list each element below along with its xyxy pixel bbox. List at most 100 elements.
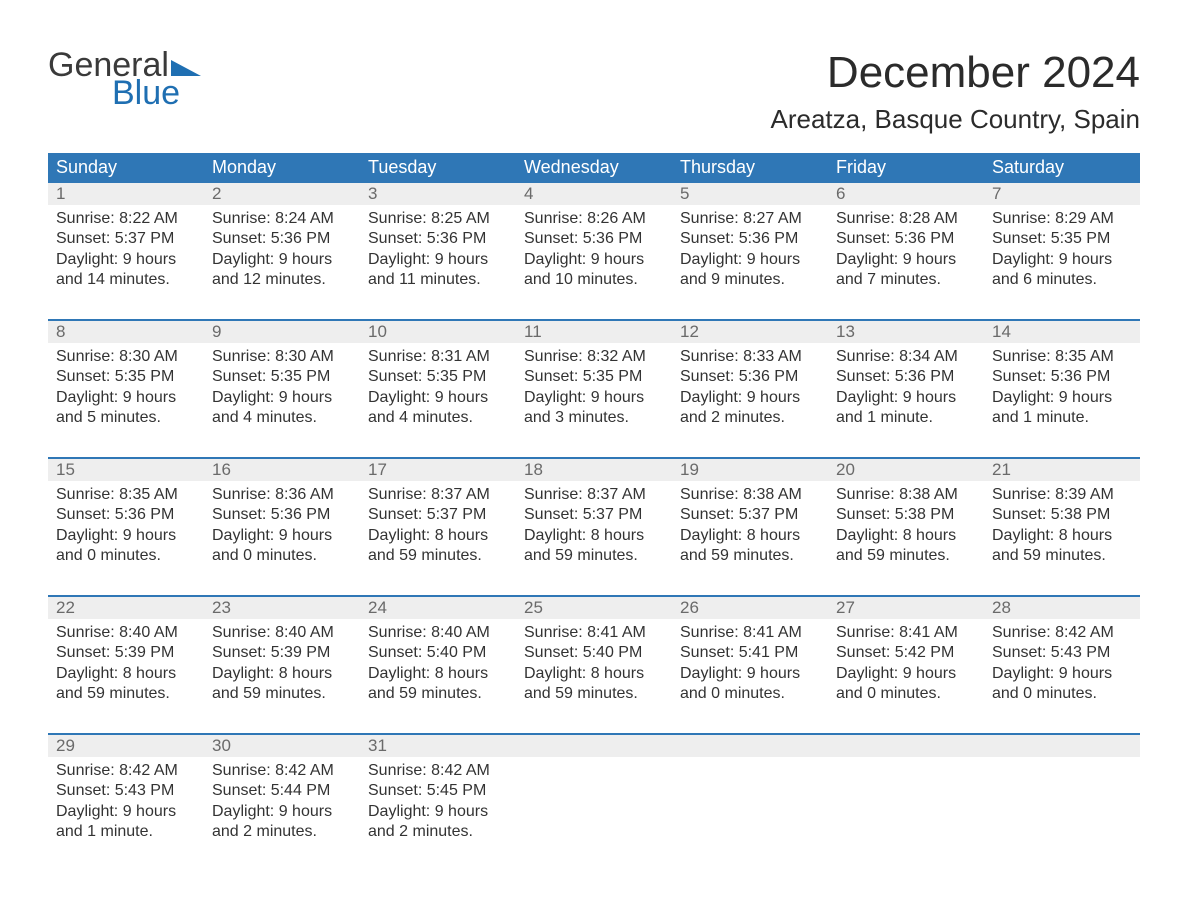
- sunset-line: Sunset: 5:42 PM: [836, 643, 976, 663]
- calendar-day: 17Sunrise: 8:37 AMSunset: 5:37 PMDayligh…: [360, 459, 516, 579]
- day-number-row: 25: [516, 597, 672, 619]
- daylight-line: Daylight: 8 hours and 59 minutes.: [368, 664, 508, 705]
- day-number-row: 5: [672, 183, 828, 205]
- day-number: 14: [984, 322, 1011, 342]
- daylight-line: Daylight: 8 hours and 59 minutes.: [524, 526, 664, 567]
- day-number: 9: [204, 322, 221, 342]
- day-body: Sunrise: 8:36 AMSunset: 5:36 PMDaylight:…: [204, 481, 360, 573]
- daylight-line: Daylight: 9 hours and 0 minutes.: [680, 664, 820, 705]
- calendar-day: 21 Sunrise: 8:39 AMSunset: 5:38 PMDayligh…: [984, 459, 1140, 579]
- calendar-week: 15Sunrise: 8:35 AMSunset: 5:36 PMDayligh…: [48, 457, 1140, 579]
- sunset-line: Sunset: 5:38 PM: [836, 505, 976, 525]
- day-body: Sunrise: 8:30 AMSunset: 5:35 PMDaylight:…: [204, 343, 360, 435]
- sunrise-line: Sunrise: 8:38 AM: [680, 485, 820, 505]
- daylight-line: Daylight: 9 hours and 0 minutes.: [836, 664, 976, 705]
- sunrise-line: Sunrise: 8:35 AM: [56, 485, 196, 505]
- day-number-row: [516, 735, 672, 757]
- day-number: 8: [48, 322, 65, 342]
- sunset-line: Sunset: 5:43 PM: [56, 781, 196, 801]
- weekday-header: Sunday: [48, 153, 204, 183]
- sunrise-line: Sunrise: 8:41 AM: [836, 623, 976, 643]
- daylight-line: Daylight: 8 hours and 59 minutes.: [992, 526, 1132, 567]
- day-body: Sunrise: 8:41 AMSunset: 5:40 PMDaylight:…: [516, 619, 672, 711]
- daylight-line: Daylight: 9 hours and 11 minutes.: [368, 250, 508, 291]
- day-number: 18: [516, 460, 543, 480]
- calendar-week: 29Sunrise: 8:42 AMSunset: 5:43 PMDayligh…: [48, 733, 1140, 855]
- daylight-line: Daylight: 9 hours and 7 minutes.: [836, 250, 976, 291]
- weekday-header: Thursday: [672, 153, 828, 183]
- calendar-day: 6Sunrise: 8:28 AMSunset: 5:36 PMDaylight…: [828, 183, 984, 303]
- weekday-header: Wednesday: [516, 153, 672, 183]
- day-number-row: 4: [516, 183, 672, 205]
- sunrise-line: Sunrise: 8:42 AM: [992, 623, 1132, 643]
- daylight-line: Daylight: 8 hours and 59 minutes.: [836, 526, 976, 567]
- day-number-row: 29: [48, 735, 204, 757]
- sunrise-line: Sunrise: 8:29 AM: [992, 209, 1132, 229]
- sunset-line: Sunset: 5:45 PM: [368, 781, 508, 801]
- day-number: 2: [204, 184, 221, 204]
- daylight-line: Daylight: 9 hours and 2 minutes.: [368, 802, 508, 843]
- day-number: 13: [828, 322, 855, 342]
- weekday-header: Saturday: [984, 153, 1140, 183]
- day-number-row: 26: [672, 597, 828, 619]
- day-number-row: 18: [516, 459, 672, 481]
- sunrise-line: Sunrise: 8:39 AM: [992, 485, 1132, 505]
- day-number-row: 13: [828, 321, 984, 343]
- day-number-row: 23: [204, 597, 360, 619]
- location-text: Areatza, Basque Country, Spain: [770, 104, 1140, 135]
- day-body: [516, 757, 672, 847]
- sunrise-line: Sunrise: 8:40 AM: [56, 623, 196, 643]
- day-number: 17: [360, 460, 387, 480]
- calendar-day: 23Sunrise: 8:40 AMSunset: 5:39 PMDayligh…: [204, 597, 360, 717]
- daylight-line: Daylight: 9 hours and 1 minute.: [836, 388, 976, 429]
- calendar-week: 1Sunrise: 8:22 AMSunset: 5:37 PMDaylight…: [48, 183, 1140, 303]
- day-body: Sunrise: 8:40 AMSunset: 5:39 PMDaylight:…: [48, 619, 204, 711]
- day-number: 11: [516, 322, 542, 342]
- sunset-line: Sunset: 5:36 PM: [836, 367, 976, 387]
- sunset-line: Sunset: 5:38 PM: [992, 505, 1132, 525]
- sunrise-line: Sunrise: 8:22 AM: [56, 209, 196, 229]
- daylight-line: Daylight: 9 hours and 1 minute.: [992, 388, 1132, 429]
- day-number-row: 1: [48, 183, 204, 205]
- calendar-day: 16Sunrise: 8:36 AMSunset: 5:36 PMDayligh…: [204, 459, 360, 579]
- day-number-row: 16: [204, 459, 360, 481]
- day-number: 29: [48, 736, 75, 756]
- sunset-line: Sunset: 5:35 PM: [368, 367, 508, 387]
- day-body: Sunrise: 8:32 AMSunset: 5:35 PMDaylight:…: [516, 343, 672, 435]
- day-number-row: 27: [828, 597, 984, 619]
- daylight-line: Daylight: 9 hours and 0 minutes.: [56, 526, 196, 567]
- day-number: 3: [360, 184, 377, 204]
- daylight-line: Daylight: 9 hours and 1 minute.: [56, 802, 196, 843]
- daylight-line: Daylight: 9 hours and 2 minutes.: [680, 388, 820, 429]
- sunset-line: Sunset: 5:36 PM: [992, 367, 1132, 387]
- daylight-line: Daylight: 9 hours and 9 minutes.: [680, 250, 820, 291]
- calendar-day: [516, 735, 672, 855]
- day-body: Sunrise: 8:38 AMSunset: 5:37 PMDaylight:…: [672, 481, 828, 573]
- day-body: Sunrise: 8:42 AMSunset: 5:44 PMDaylight:…: [204, 757, 360, 849]
- day-number: 16: [204, 460, 231, 480]
- day-body: Sunrise: 8:37 AMSunset: 5:37 PMDaylight:…: [516, 481, 672, 573]
- day-number: 4: [516, 184, 533, 204]
- calendar-day: 18Sunrise: 8:37 AMSunset: 5:37 PMDayligh…: [516, 459, 672, 579]
- daylight-line: Daylight: 9 hours and 2 minutes.: [212, 802, 352, 843]
- day-body: Sunrise: 8:31 AMSunset: 5:35 PMDaylight:…: [360, 343, 516, 435]
- day-number: 6: [828, 184, 845, 204]
- day-body: Sunrise: 8:33 AMSunset: 5:36 PMDaylight:…: [672, 343, 828, 435]
- sunset-line: Sunset: 5:39 PM: [56, 643, 196, 663]
- day-number-row: 21: [984, 459, 1140, 481]
- day-number-row: [984, 735, 1140, 757]
- calendar-day: 29Sunrise: 8:42 AMSunset: 5:43 PMDayligh…: [48, 735, 204, 855]
- sunset-line: Sunset: 5:37 PM: [368, 505, 508, 525]
- day-number-row: 11: [516, 321, 672, 343]
- sunrise-line: Sunrise: 8:26 AM: [524, 209, 664, 229]
- day-body: Sunrise: 8:26 AMSunset: 5:36 PMDaylight:…: [516, 205, 672, 297]
- day-body: Sunrise: 8:42 AMSunset: 5:43 PMDaylight:…: [984, 619, 1140, 711]
- sunset-line: Sunset: 5:39 PM: [212, 643, 352, 663]
- calendar-day: [672, 735, 828, 855]
- sunset-line: Sunset: 5:37 PM: [524, 505, 664, 525]
- sunrise-line: Sunrise: 8:30 AM: [56, 347, 196, 367]
- sunset-line: Sunset: 5:36 PM: [836, 229, 976, 249]
- daylight-line: Daylight: 9 hours and 4 minutes.: [212, 388, 352, 429]
- sunset-line: Sunset: 5:44 PM: [212, 781, 352, 801]
- day-number-row: 10: [360, 321, 516, 343]
